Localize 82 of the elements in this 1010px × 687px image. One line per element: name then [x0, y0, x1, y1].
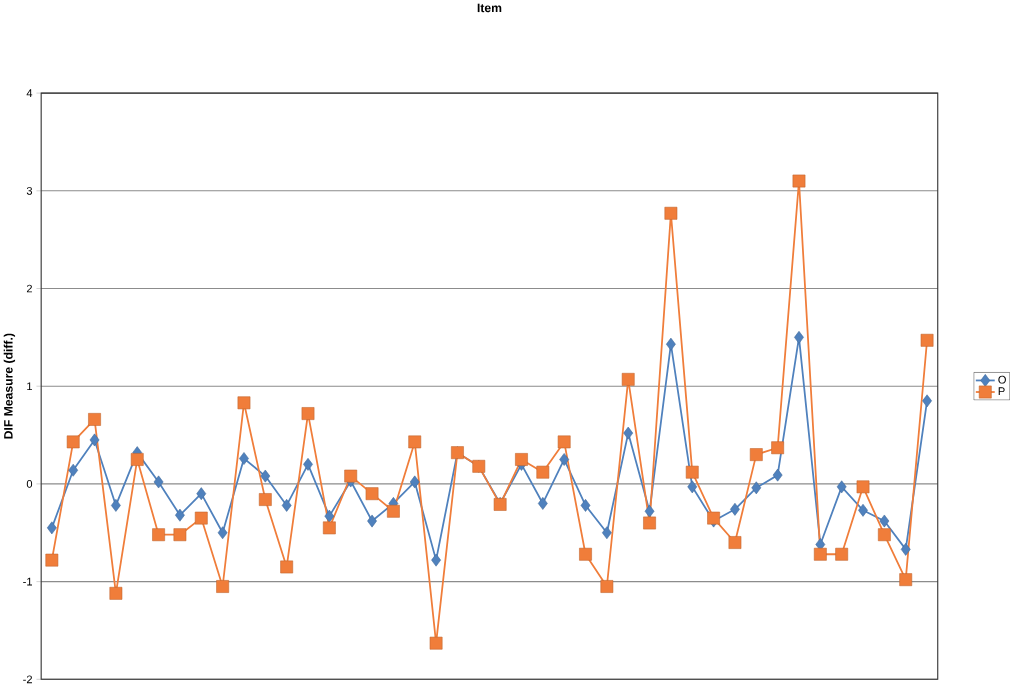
point	[536, 465, 550, 479]
y-tick-label: 1	[27, 382, 32, 391]
point	[685, 465, 699, 479]
legend-label: O	[998, 375, 1006, 384]
point	[900, 543, 911, 556]
point	[559, 453, 570, 466]
point	[324, 509, 335, 523]
point	[66, 435, 80, 449]
y-tick-label: 2	[26, 284, 32, 293]
point	[772, 468, 783, 482]
point	[130, 453, 144, 466]
point	[89, 433, 100, 447]
y-tick-label: -1	[23, 577, 32, 586]
point	[922, 394, 932, 408]
point	[858, 503, 868, 517]
point	[920, 333, 934, 347]
point	[365, 487, 379, 501]
point	[666, 337, 676, 351]
point	[109, 587, 123, 600]
point	[749, 448, 763, 462]
point	[303, 458, 313, 471]
point	[835, 547, 849, 561]
point	[152, 528, 165, 542]
point	[623, 426, 634, 440]
point	[621, 373, 635, 386]
point	[602, 526, 612, 540]
point	[258, 493, 272, 506]
point	[813, 547, 827, 561]
y-axis-title: DIF Measure (diff.)	[3, 333, 16, 439]
point	[751, 481, 762, 495]
point	[45, 553, 59, 567]
point	[794, 331, 804, 344]
point	[557, 435, 571, 449]
point	[344, 469, 358, 483]
point	[153, 475, 164, 489]
chart-title: Item	[477, 3, 502, 13]
point	[730, 503, 740, 516]
y-tick-label: -2	[23, 675, 32, 684]
point	[217, 526, 228, 540]
point	[409, 475, 420, 489]
point	[260, 469, 271, 483]
point	[322, 521, 336, 535]
point	[792, 174, 806, 188]
point	[367, 514, 377, 528]
point	[687, 480, 698, 494]
point	[280, 560, 294, 574]
point	[173, 528, 187, 542]
point	[600, 580, 614, 593]
point	[68, 463, 79, 477]
point	[728, 536, 742, 549]
point	[429, 636, 443, 650]
point	[580, 499, 591, 512]
point	[408, 435, 422, 449]
point	[644, 504, 655, 518]
point	[579, 547, 592, 561]
point	[281, 499, 292, 512]
point	[515, 453, 528, 466]
point	[111, 499, 121, 512]
point	[196, 487, 207, 501]
point	[175, 508, 185, 522]
point	[237, 396, 251, 410]
point	[194, 511, 208, 525]
point	[664, 206, 678, 220]
point	[836, 480, 847, 494]
point	[387, 504, 400, 518]
y-tick-label: 3	[26, 186, 33, 195]
point	[899, 573, 913, 587]
point	[643, 516, 656, 530]
point	[537, 497, 548, 510]
point	[856, 480, 870, 494]
point	[877, 528, 891, 542]
point	[216, 580, 229, 593]
y-tick-label: 0	[26, 480, 33, 488]
point	[879, 514, 890, 528]
y-tick-label: 4	[26, 89, 33, 97]
point	[47, 521, 57, 535]
point	[431, 553, 441, 567]
legend-label: P	[998, 387, 1005, 396]
point	[301, 407, 315, 420]
point	[771, 441, 785, 455]
point	[239, 452, 249, 465]
point	[88, 413, 101, 426]
